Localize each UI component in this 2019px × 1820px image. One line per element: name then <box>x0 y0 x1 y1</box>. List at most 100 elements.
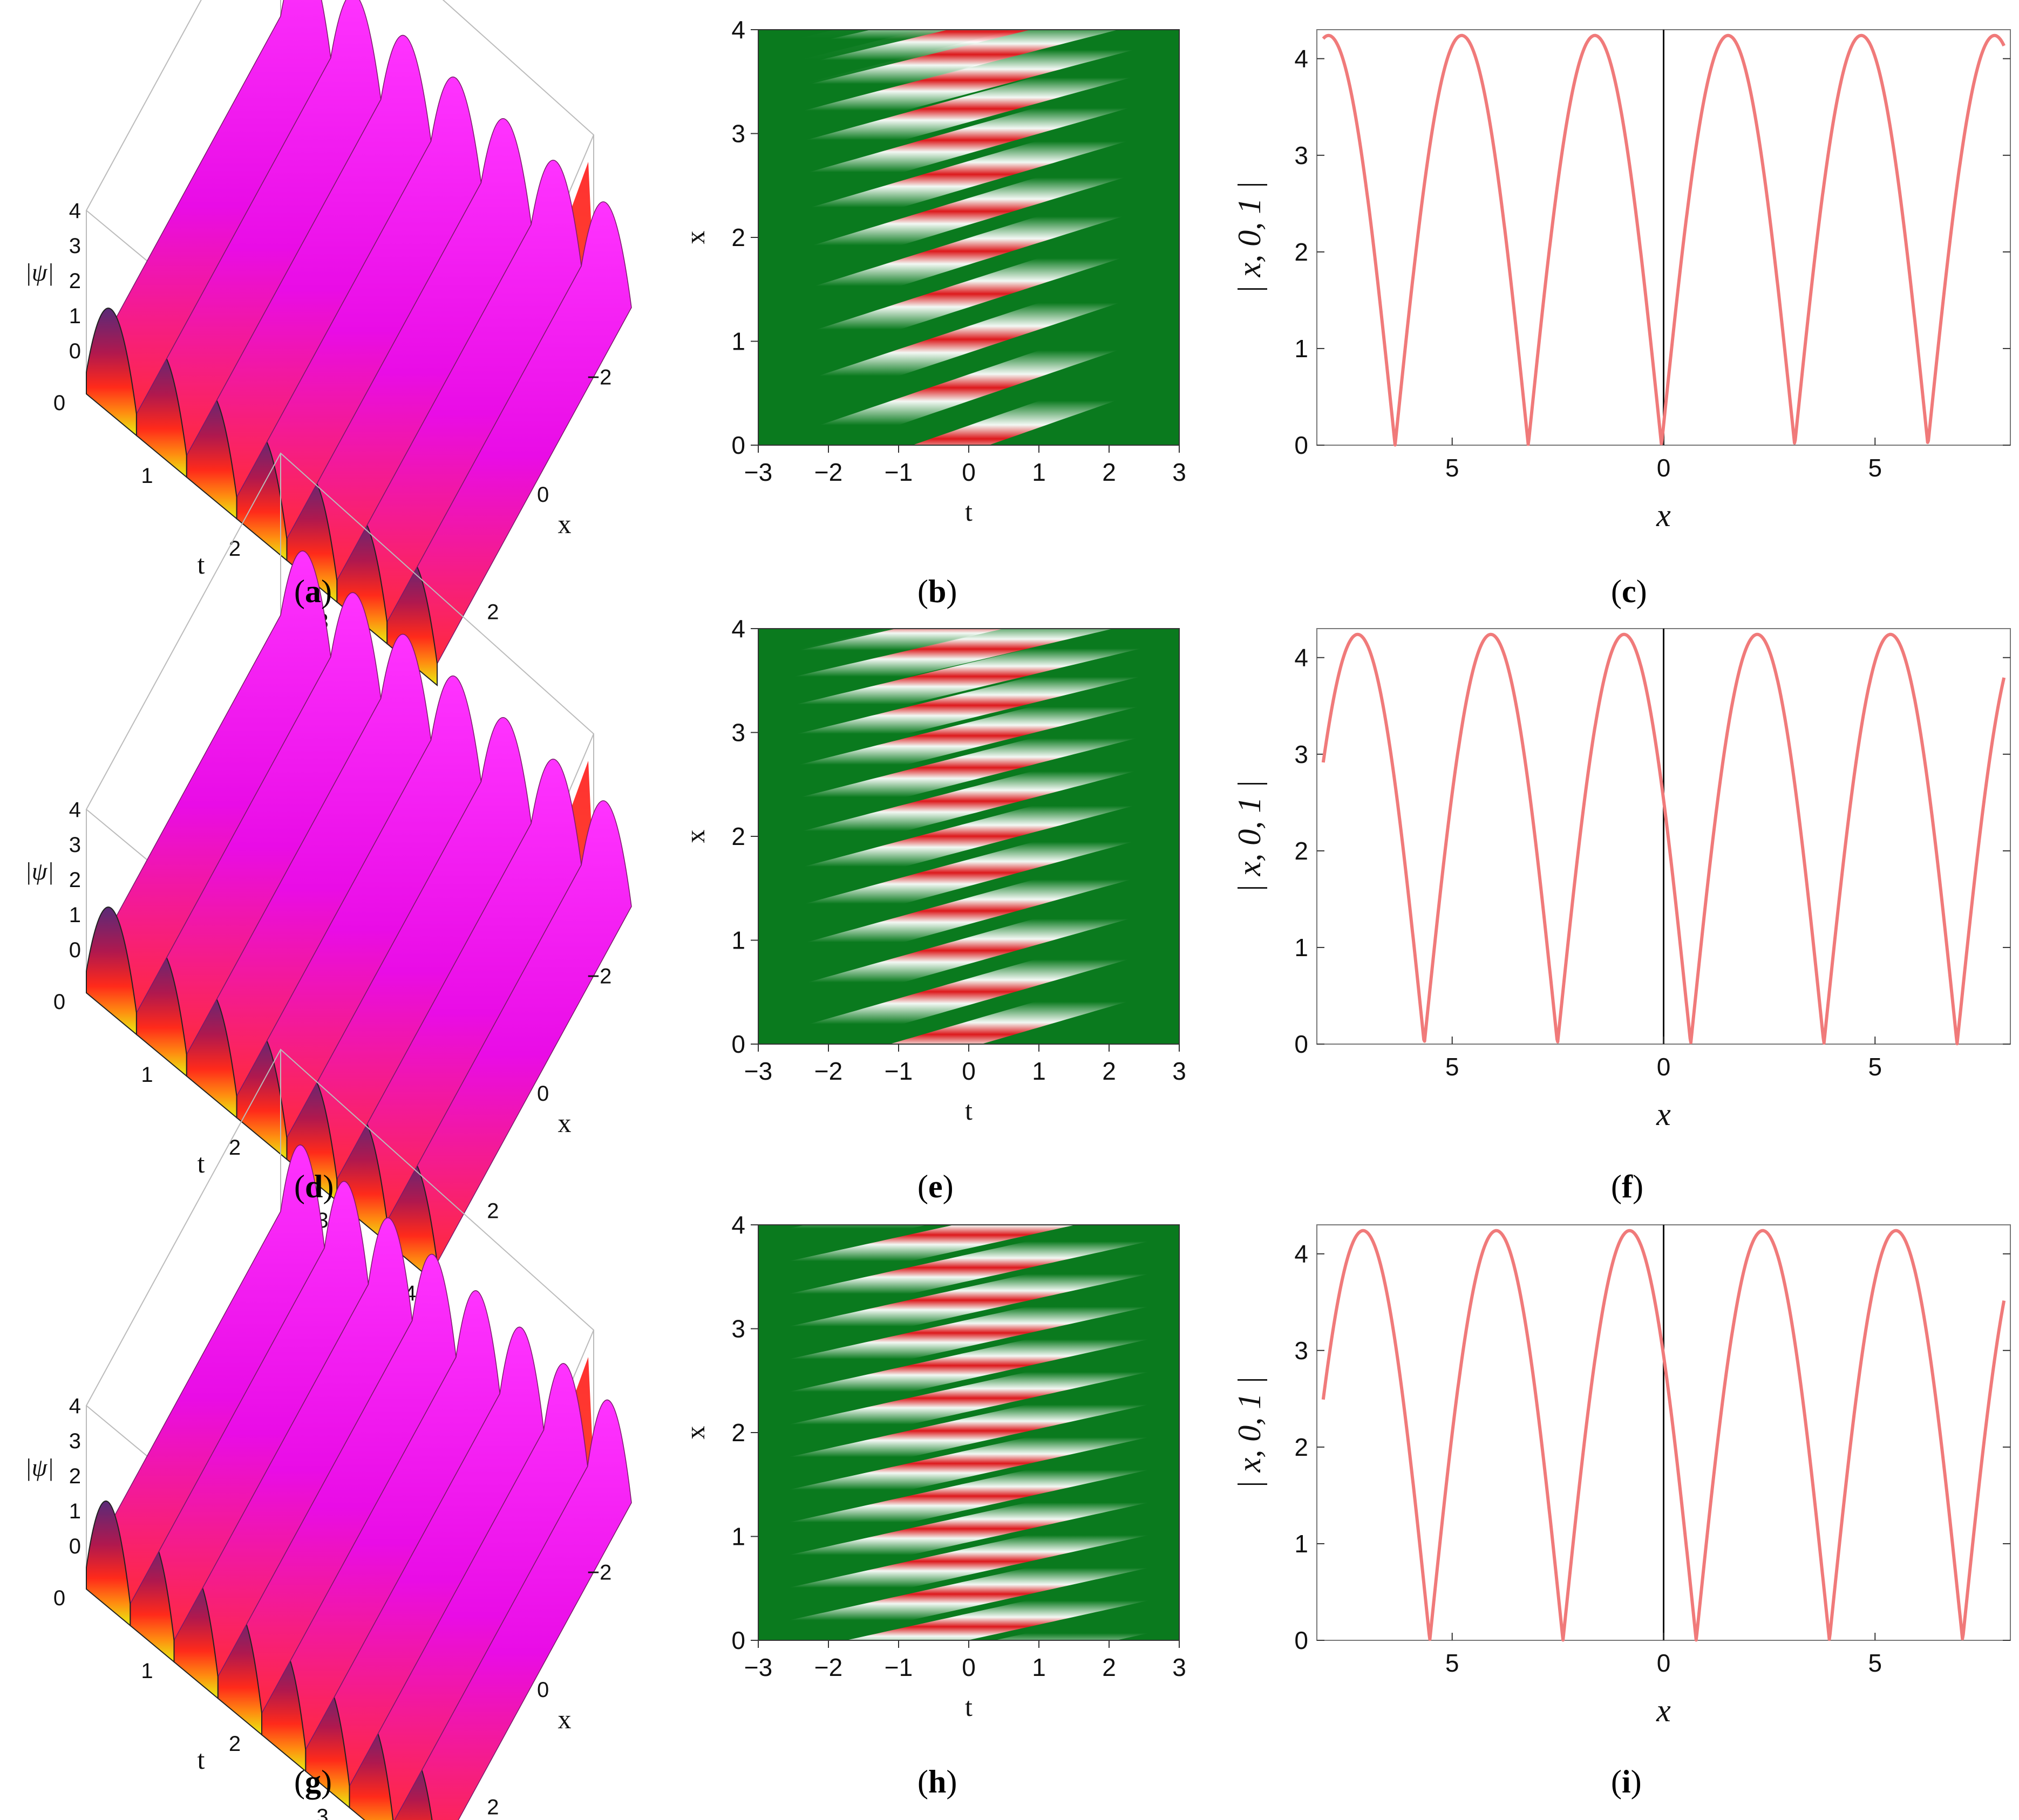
heatmap-band <box>758 213 1179 375</box>
t-tick-label: 3 <box>316 1805 328 1820</box>
line-chart-i: 0 1 2 3 4 5 0 5 x | x, 0, 1 | <box>1232 1224 2011 1728</box>
x-tick-label: −3 <box>744 1057 772 1085</box>
heatmap-band <box>758 1306 1179 1426</box>
line-chart-f: 0 1 2 3 4 5 0 5 x | x, 0, 1 | <box>1232 628 2011 1132</box>
panel-label-i: (i) <box>1611 1764 1642 1799</box>
x-tick-label: 5 <box>1445 1053 1459 1081</box>
series-line <box>1322 33 2006 447</box>
x-tick-label: 3 <box>1172 1653 1186 1681</box>
heatmap-band <box>758 1665 1179 1784</box>
heatmap-band <box>758 172 1179 331</box>
heatmap-band <box>758 878 1179 1023</box>
y-axis-label: | x, 0, 1 | <box>1232 1376 1267 1489</box>
x-tick-label: 0 <box>537 483 549 507</box>
series-line <box>1321 1229 2006 1642</box>
heatmap-band <box>758 99 1179 250</box>
y-tick-label: 1 <box>1294 335 1308 363</box>
x-tick-label: −1 <box>885 1653 913 1681</box>
y-tick-label: 0 <box>1294 431 1308 459</box>
y-tick-label: 0 <box>1294 1626 1308 1654</box>
panel-label-f: (f) <box>1611 1169 1643 1204</box>
t-tick-label: 1 <box>141 1063 153 1087</box>
z-tick-label: 4 <box>69 199 81 223</box>
y-tick-label: 2 <box>731 1419 745 1447</box>
t-axis-label: t <box>198 1148 205 1178</box>
x-tick-label: 0 <box>537 1082 549 1106</box>
x-tick-label: 0 <box>1657 1649 1671 1677</box>
x-tick-label: 3 <box>1172 458 1186 486</box>
x-tick-label: −1 <box>885 1057 913 1085</box>
y-axis-label: | x, 0, 1 | <box>1232 181 1267 294</box>
density-plot-b: −3 −2 −1 0 1 2 3 0 1 2 3 4 t x <box>680 16 1186 527</box>
x-tick-label: −2 <box>587 964 612 988</box>
z-tick-label: 1 <box>69 903 81 927</box>
y-tick-label: 1 <box>731 926 745 955</box>
heatmap-band <box>1064 404 1179 445</box>
x-tick-label: 1 <box>1032 1057 1046 1085</box>
panel-label-d: (d) <box>294 1169 334 1204</box>
heatmap-band <box>994 1599 1179 1640</box>
y-tick-label: 4 <box>1294 1240 1308 1268</box>
heatmap-band <box>758 629 1004 685</box>
heatmap-band <box>758 670 1179 802</box>
heatmap-band <box>758 629 778 633</box>
x-tick-label: 1 <box>1032 458 1046 486</box>
y-tick-label: 0 <box>1294 1030 1308 1058</box>
heatmap-band <box>758 1338 1179 1458</box>
panel-label-c: (c) <box>1611 574 1647 609</box>
z-tick-label: 3 <box>69 833 81 857</box>
y-tick-label: 2 <box>731 223 745 251</box>
series-line <box>1321 632 2006 1046</box>
heatmap-band <box>758 67 1179 214</box>
heatmap-band <box>758 767 1179 905</box>
panel-label-b: (b) <box>917 574 957 609</box>
z-tick-label: 3 <box>69 234 81 258</box>
heatmap-band <box>758 1273 1179 1393</box>
surface-lobe <box>86 906 137 1036</box>
y-tick-label: 1 <box>1294 1530 1308 1558</box>
z-tick-label: 3 <box>69 1429 81 1453</box>
y-tick-label: 2 <box>1294 1433 1308 1461</box>
t-axis-label: t <box>198 549 205 580</box>
x-tick-label: −2 <box>587 1560 612 1584</box>
density-plot-e: −3 −2 −1 0 1 2 3 0 1 2 3 4 t x <box>680 615 1186 1126</box>
heatmap-band <box>1041 1003 1179 1044</box>
y-axis-label: x <box>680 830 710 843</box>
x-tick-label: 2 <box>1102 1653 1116 1681</box>
heatmap-band <box>758 1502 1179 1621</box>
heatmap-band <box>758 629 1179 740</box>
x-axis-label: t <box>965 496 973 527</box>
x-axis-label: x <box>558 1108 572 1138</box>
y-tick-label: 4 <box>731 1211 745 1239</box>
surface-lobe <box>86 1500 131 1627</box>
heatmap-band <box>758 1225 1179 1327</box>
z-tick-label: 4 <box>69 798 81 822</box>
x-tick-label: −3 <box>744 1653 772 1681</box>
heatmap-band <box>758 30 872 56</box>
heatmap-bands <box>758 30 1179 445</box>
heatmap-band <box>758 1240 1179 1360</box>
z-tick-label: 2 <box>69 269 81 293</box>
heatmap-band <box>758 918 1179 1044</box>
heatmap-band <box>761 302 1179 445</box>
y-tick-label: 2 <box>1294 837 1308 865</box>
x-tick-label: 2 <box>487 1796 499 1819</box>
x-tick-label: 5 <box>1868 1053 1882 1081</box>
heatmap-band <box>758 1225 1076 1295</box>
heatmap-band <box>758 30 1031 97</box>
x-axis-label: x <box>1656 1693 1671 1728</box>
z-tick-label: 0 <box>69 339 81 363</box>
heatmap-bands <box>758 1225 1179 1784</box>
heatmap-band <box>758 802 1179 943</box>
x-tick-label: −2 <box>587 365 612 389</box>
heatmap-band <box>758 1403 1179 1523</box>
panel-label-e: (e) <box>917 1169 954 1204</box>
x-tick-label: 0 <box>962 1057 976 1085</box>
x-tick-label: 2 <box>1102 1057 1116 1085</box>
surface-lobe <box>86 308 137 437</box>
x-tick-label: 5 <box>1868 1649 1882 1677</box>
x-axis-label: x <box>558 509 572 539</box>
t-tick-label: 2 <box>229 537 241 561</box>
